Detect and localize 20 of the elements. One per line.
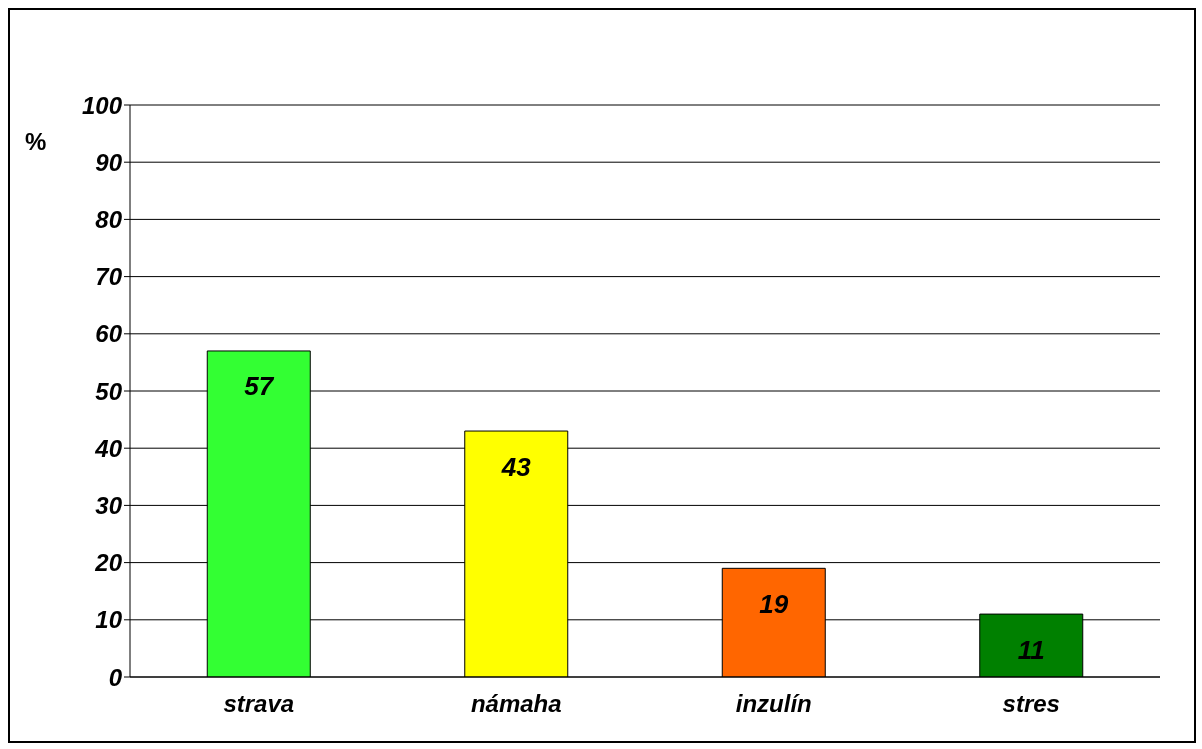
x-tick-label: stres xyxy=(1002,690,1060,718)
data-label: 11 xyxy=(1017,634,1045,665)
x-tick-label: strava xyxy=(223,690,295,718)
y-tick-label: 0 xyxy=(108,663,123,691)
y-tick-label: 30 xyxy=(95,491,123,519)
y-tick-label: 50 xyxy=(95,377,123,405)
y-tick-label: 100 xyxy=(81,91,123,119)
x-tick-label: inzulín xyxy=(735,690,812,718)
y-tick-label: 60 xyxy=(95,320,123,348)
x-tick-label: námaha xyxy=(470,690,562,718)
y-tick-label: 90 xyxy=(95,148,123,176)
y-tick-label: 20 xyxy=(94,549,123,577)
y-tick-label: 40 xyxy=(94,434,123,462)
data-label: 19 xyxy=(759,588,789,619)
y-tick-label: 70 xyxy=(95,263,123,291)
data-label: 43 xyxy=(500,451,532,482)
y-tick-label: 80 xyxy=(95,205,123,233)
data-label: 57 xyxy=(244,371,275,402)
y-axis-title: % xyxy=(25,128,47,155)
y-tick-label: 10 xyxy=(95,606,123,634)
